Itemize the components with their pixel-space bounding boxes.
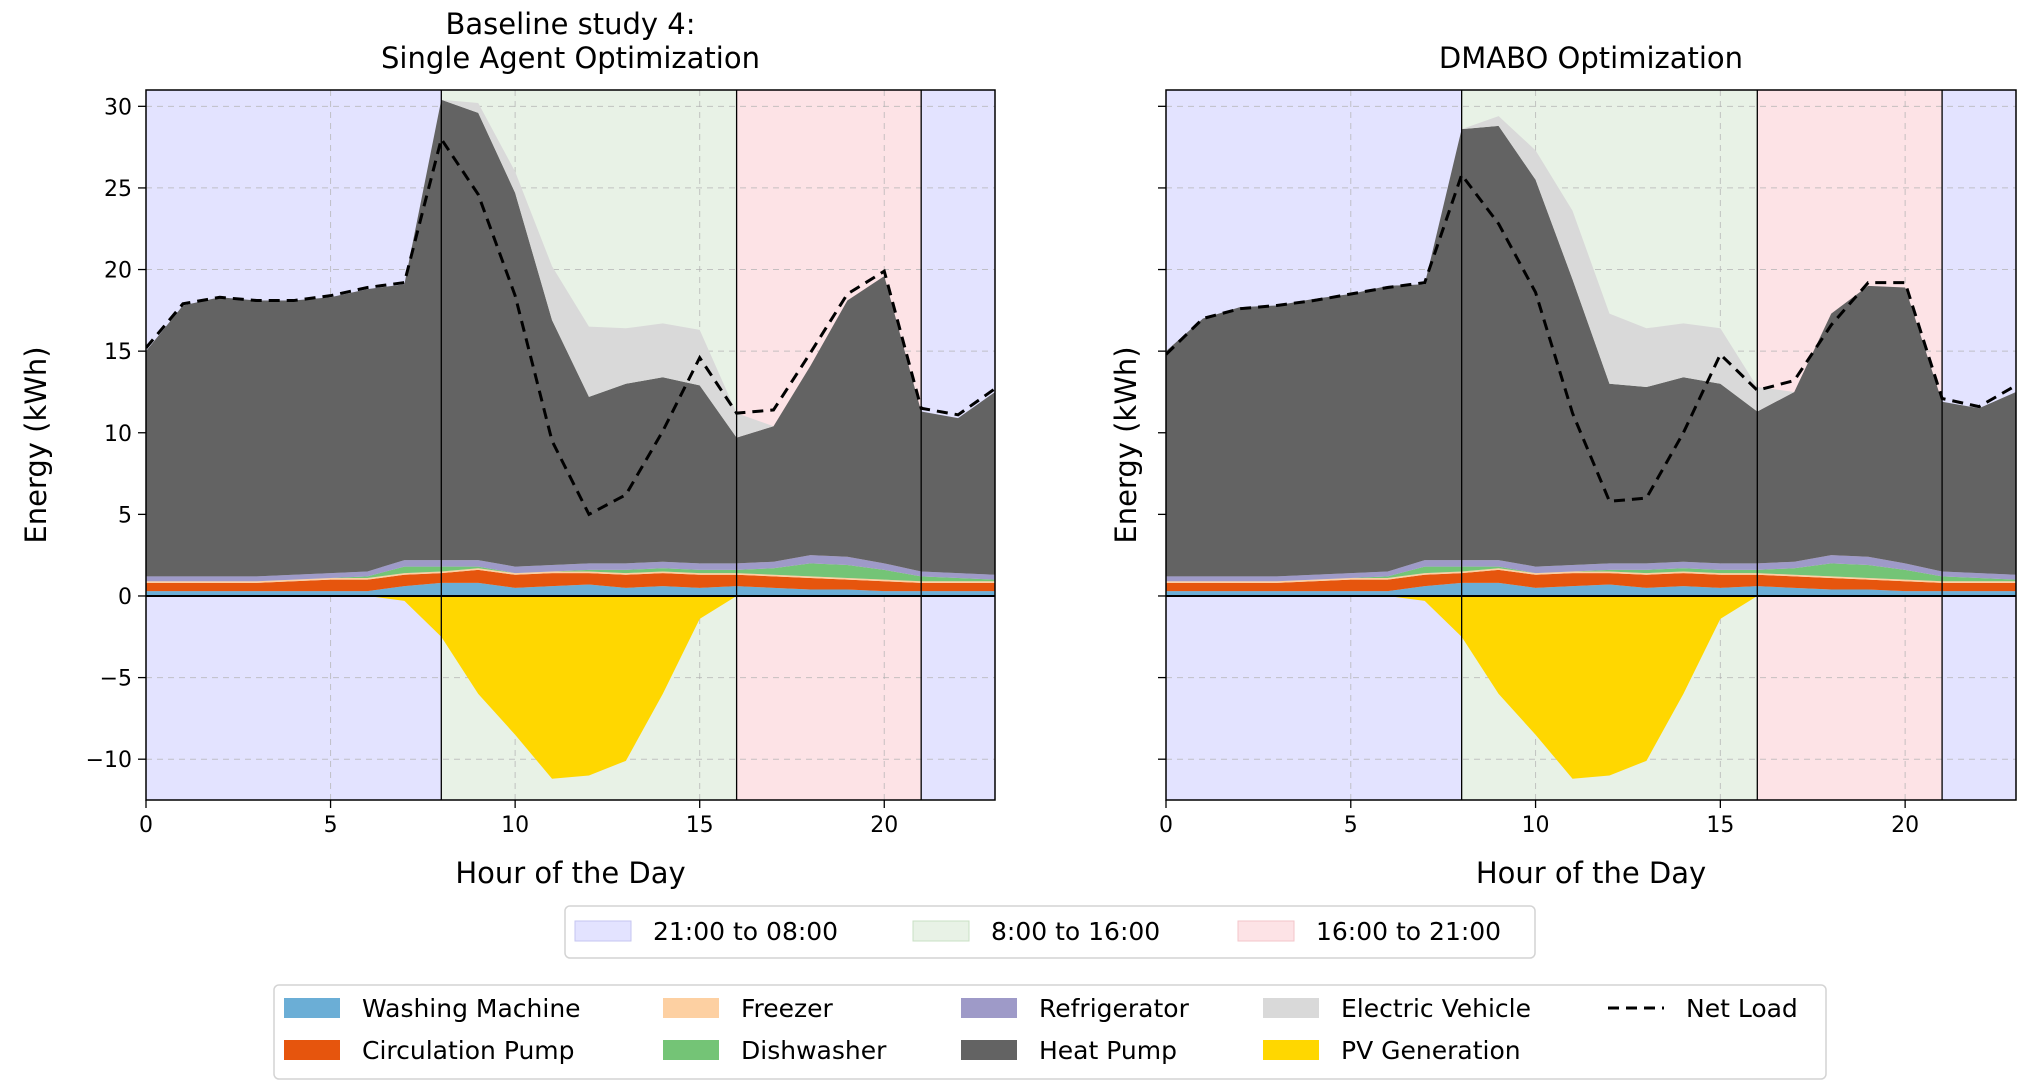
y-tick-label: −10 bbox=[86, 748, 132, 773]
x-tick-label: 0 bbox=[139, 813, 153, 838]
x-tick-label: 10 bbox=[501, 813, 529, 838]
legend-label: Washing Machine bbox=[362, 994, 581, 1023]
legend-swatch bbox=[574, 920, 632, 942]
legend-label: Freezer bbox=[741, 994, 834, 1023]
legend-time-periods: 21:00 to 08:00 8:00 to 16:00 16:00 to 21:0… bbox=[564, 905, 1536, 959]
legend-swatch bbox=[961, 1040, 1017, 1060]
x-axis-label: Hour of the Day bbox=[1476, 856, 1706, 890]
legend-item-8-00-to-16-00: 8:00 to 16:00 bbox=[912, 917, 1160, 946]
chart-panel-1: 0 5 10 15 20 −10 −5 0 5 10 15 20 25 30 Hour of the Day… bbox=[19, 7, 996, 890]
area-dishwasher bbox=[146, 563, 995, 582]
legend-label: Refrigerator bbox=[1039, 994, 1190, 1023]
legend-swatch bbox=[1237, 920, 1295, 942]
axes-frame bbox=[145, 89, 996, 801]
area-electric-vehicle bbox=[1166, 116, 2016, 412]
axes-frame bbox=[1165, 89, 2017, 801]
chart-panels: 0 5 10 15 20 −10 −5 0 5 10 15 20 25 30 Hour of the Day… bbox=[19, 7, 2017, 890]
legend-item-net-load: Net Load bbox=[1608, 994, 1798, 1023]
area-pv-generation bbox=[146, 595, 995, 779]
y-tick-label: 20 bbox=[104, 259, 132, 284]
y-tick-label: 25 bbox=[104, 177, 132, 202]
plot-area bbox=[146, 90, 995, 800]
net-load-line bbox=[146, 135, 995, 517]
legend-swatch bbox=[284, 1040, 340, 1060]
y-axis-label: Energy (kWh) bbox=[19, 346, 53, 543]
legend-item-pv-generation: PV Generation bbox=[1263, 1036, 1521, 1065]
legend-label: Net Load bbox=[1686, 994, 1798, 1023]
legend-item-21-00-to-08-00: 21:00 to 08:00 bbox=[574, 917, 838, 946]
legend-label: 16:00 to 21:00 bbox=[1316, 917, 1501, 946]
x-axis-label: Hour of the Day bbox=[455, 856, 685, 890]
y-tick-label: 5 bbox=[118, 503, 132, 528]
area-heat-pump bbox=[1166, 125, 2016, 577]
net-load-line bbox=[1166, 171, 2016, 503]
legend-item-16-00-to-21-00: 16:00 to 21:00 bbox=[1237, 917, 1501, 946]
legend-item-freezer: Freezer bbox=[663, 994, 834, 1023]
legend-item-dishwasher: Dishwasher bbox=[663, 1036, 887, 1065]
legend-swatch bbox=[1263, 1040, 1319, 1060]
area-refrigerator bbox=[146, 555, 995, 582]
legend-swatch bbox=[1263, 998, 1319, 1018]
legend-series: Washing Machine Circulation Pump Freezer Di… bbox=[273, 984, 1827, 1080]
legend-item-washing-machine: Washing Machine bbox=[284, 994, 581, 1023]
legend-series-box bbox=[273, 984, 1827, 1080]
area-freezer bbox=[146, 568, 995, 583]
area-circulation-pump bbox=[146, 569, 995, 592]
x-tick-label: 5 bbox=[324, 813, 338, 838]
x-tick-label: 5 bbox=[1344, 813, 1358, 838]
legend-item-heat-pump: Heat Pump bbox=[961, 1036, 1177, 1065]
legend-item-electric-vehicle: Electric Vehicle bbox=[1263, 994, 1531, 1023]
x-tick-label: 10 bbox=[1522, 813, 1550, 838]
legend-label: Electric Vehicle bbox=[1341, 994, 1531, 1023]
x-tick-label: 20 bbox=[870, 813, 898, 838]
legend-label: PV Generation bbox=[1341, 1036, 1521, 1065]
y-tick-label: −5 bbox=[100, 667, 132, 692]
y-tick-label: 15 bbox=[104, 340, 132, 365]
y-tick-label: 30 bbox=[104, 95, 132, 120]
chart-title: Baseline study 4: Single Agent Optimizati… bbox=[381, 7, 760, 75]
legend-item-refrigerator: Refrigerator bbox=[961, 994, 1190, 1023]
x-tick-label: 0 bbox=[1159, 813, 1173, 838]
chart-title: DMABO Optimization bbox=[1439, 41, 1743, 75]
legend-label: Heat Pump bbox=[1039, 1036, 1177, 1065]
area-circulation-pump bbox=[1166, 569, 2016, 592]
x-tick-label: 20 bbox=[1891, 813, 1919, 838]
legend-periods-box bbox=[564, 905, 1536, 959]
legend-label: Circulation Pump bbox=[362, 1036, 575, 1065]
legend-label: 21:00 to 08:00 bbox=[653, 917, 838, 946]
legend-swatch bbox=[663, 1040, 719, 1060]
area-freezer bbox=[1166, 568, 2016, 583]
plot-area bbox=[1166, 90, 2016, 800]
area-dishwasher bbox=[1166, 563, 2016, 582]
legend-swatch bbox=[663, 998, 719, 1018]
legend-label: Dishwasher bbox=[741, 1036, 887, 1065]
legend-swatch bbox=[961, 998, 1017, 1018]
legend-swatch bbox=[284, 998, 340, 1018]
legend-item-circulation-pump: Circulation Pump bbox=[284, 1036, 575, 1065]
legend-swatch bbox=[912, 920, 970, 942]
area-pv-generation bbox=[1166, 595, 2016, 779]
area-refrigerator bbox=[1166, 555, 2016, 582]
y-tick-label: 0 bbox=[118, 585, 132, 610]
x-tick-label: 15 bbox=[1706, 813, 1734, 838]
legend-label: 8:00 to 16:00 bbox=[991, 917, 1160, 946]
area-washing-machine bbox=[1166, 582, 2016, 596]
chart-panel-2: 0 5 10 15 20 Hour of the Day Energy (kWh) DMABO… bbox=[1109, 41, 2017, 890]
y-tick-label: 10 bbox=[104, 422, 132, 447]
area-heat-pump bbox=[146, 99, 995, 577]
x-tick-label: 15 bbox=[686, 813, 714, 838]
area-washing-machine bbox=[146, 582, 995, 596]
y-axis-label: Energy (kWh) bbox=[1109, 346, 1143, 543]
